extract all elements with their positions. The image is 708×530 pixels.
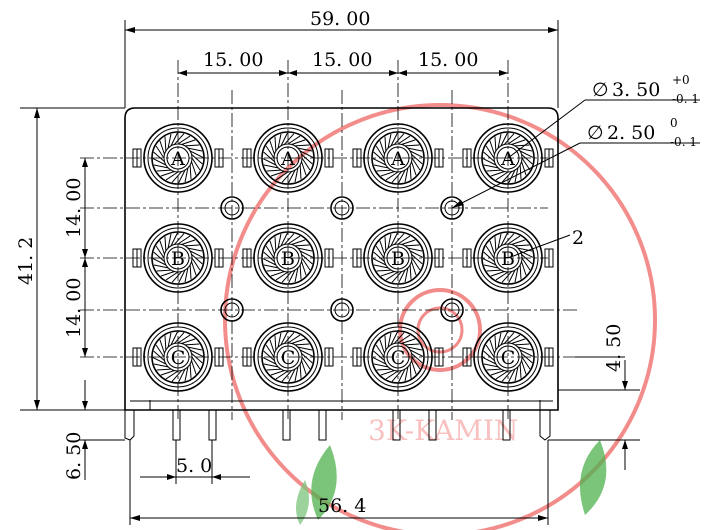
- dim-base-width: 56. 4: [129, 440, 549, 525]
- pitch-label-1: 15. 00: [203, 49, 263, 71]
- large-hole-value: 3. 50: [612, 79, 660, 101]
- jack-row-label: C: [171, 347, 186, 369]
- jack-row-label: C: [501, 347, 516, 369]
- dim-overall-width: 59. 00: [124, 8, 559, 108]
- large-hole-tol-upper: +0: [672, 73, 690, 87]
- base-width-label: 56. 4: [318, 495, 366, 517]
- small-hole: [440, 196, 464, 220]
- pin-pitch-label: 5. 0: [176, 455, 212, 477]
- rca-jack: C: [242, 322, 334, 392]
- pitch-label-2: 15. 00: [312, 49, 372, 71]
- small-hole-value: 2. 50: [607, 122, 655, 144]
- small-hole: [330, 298, 354, 322]
- rca-jack: C: [132, 322, 224, 392]
- row-pitch-label-2: 14. 00: [63, 278, 85, 338]
- rca-jack: C: [352, 322, 444, 392]
- pins: [124, 400, 551, 441]
- dim-offset: 4. 50: [548, 324, 640, 470]
- small-hole: [440, 298, 464, 322]
- callout-small-hole: ∅ 2. 50 0 -0. 1: [451, 116, 700, 209]
- jack-row-label: C: [391, 347, 406, 369]
- jack-row-label: A: [280, 148, 295, 170]
- offset-label: 4. 50: [603, 324, 625, 372]
- dim-pitch-row: 15. 00 15. 00 15. 00: [178, 49, 508, 76]
- jack-grid: A A A A B B B B C C C C: [132, 123, 554, 392]
- connector-body: [124, 107, 559, 411]
- jack-row-label: A: [500, 148, 515, 170]
- small-hole-symbol: ∅: [587, 122, 604, 144]
- pitch-label-3: 15. 00: [418, 49, 478, 71]
- large-hole-symbol: ∅: [592, 79, 609, 101]
- rca-jack: A: [352, 123, 444, 193]
- dim-row-pitch: 14. 00 14. 00: [63, 158, 88, 357]
- overall-width-label: 59. 00: [310, 8, 370, 30]
- seal-watermark-text: 3K-KAMIN: [368, 414, 518, 447]
- rca-jack: B: [242, 223, 334, 293]
- rca-jack: B: [132, 223, 224, 293]
- large-hole-tol-lower: -0. 1: [672, 92, 699, 106]
- dim-overall-height: 41. 2: [15, 107, 125, 411]
- callout-part-ref: 2: [507, 227, 584, 259]
- leaf-logo: [296, 440, 607, 525]
- dim-pin-length: 6. 50: [63, 380, 125, 480]
- callout-large-hole: ∅ 3. 50 +0 -0. 1: [507, 73, 700, 159]
- rca-jack: A: [242, 123, 334, 193]
- jack-row-label: A: [390, 148, 405, 170]
- part-ref-label: 2: [572, 227, 584, 249]
- small-hole: [220, 196, 244, 220]
- rca-jack: A: [132, 123, 224, 193]
- overall-height-label: 41. 2: [15, 237, 37, 285]
- rca-jack: B: [462, 223, 554, 293]
- small-hole-tol-lower: -0. 1: [670, 135, 697, 149]
- jack-row-label: B: [501, 248, 515, 270]
- jack-row-label: C: [281, 347, 296, 369]
- dim-pin-pitch: 5. 0: [140, 440, 250, 484]
- small-hole-tol-upper: 0: [670, 116, 678, 130]
- jack-row-label: B: [281, 248, 295, 270]
- small-hole: [220, 298, 244, 322]
- rca-jack: B: [352, 223, 444, 293]
- jack-row-label: B: [171, 248, 185, 270]
- jack-row-label: A: [170, 148, 185, 170]
- jack-row-label: B: [391, 248, 405, 270]
- pin-length-label: 6. 50: [63, 432, 85, 480]
- rca-jack: C: [462, 322, 554, 392]
- rca-jack: A: [462, 123, 554, 193]
- row-pitch-label-1: 14. 00: [63, 178, 85, 238]
- small-hole: [330, 196, 354, 220]
- small-holes: [220, 196, 464, 322]
